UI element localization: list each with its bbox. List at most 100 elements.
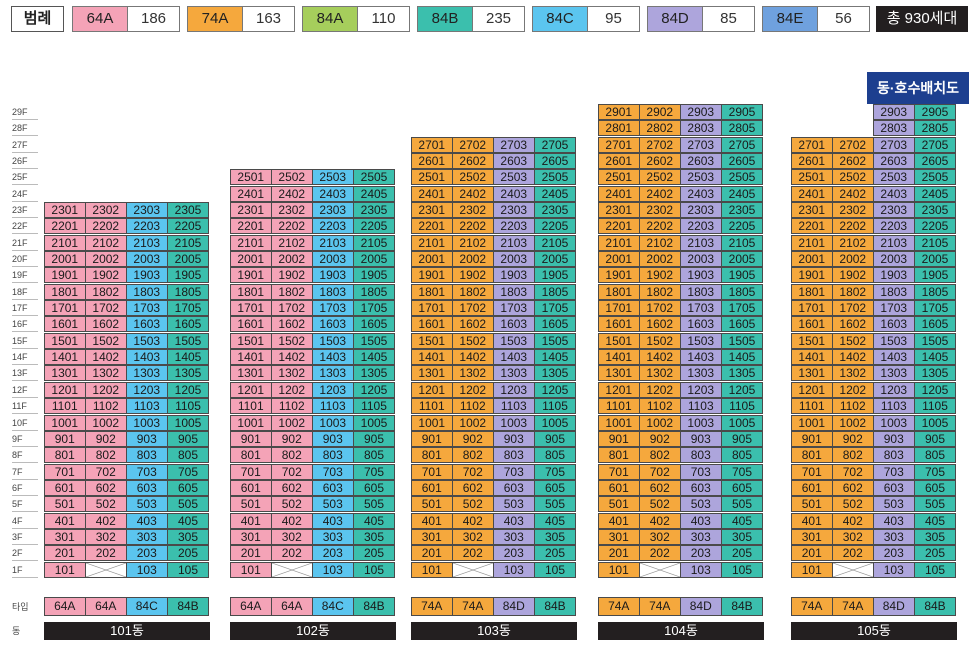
- unit-cell[interactable]: 1601: [411, 316, 453, 333]
- unit-cell[interactable]: 2603: [873, 152, 915, 169]
- unit-cell[interactable]: 2201: [598, 218, 640, 235]
- unit-blank[interactable]: [85, 561, 127, 578]
- unit-cell[interactable]: 201: [598, 545, 640, 562]
- unit-cell[interactable]: 1503: [493, 332, 535, 349]
- unit-cell[interactable]: 1401: [230, 349, 272, 366]
- unit-cell[interactable]: 505: [534, 496, 576, 513]
- unit-cell[interactable]: 103: [312, 561, 354, 578]
- unit-cell[interactable]: 2102: [832, 234, 874, 251]
- unit-cell[interactable]: 203: [873, 545, 915, 562]
- unit-cell[interactable]: 605: [914, 479, 956, 496]
- unit-cell[interactable]: 2301: [44, 201, 86, 218]
- unit-cell[interactable]: 1703: [680, 300, 722, 317]
- unit-cell[interactable]: 402: [639, 512, 681, 529]
- unit-cell[interactable]: 205: [353, 545, 395, 562]
- unit-cell[interactable]: 202: [271, 545, 313, 562]
- unit-cell[interactable]: 1102: [271, 398, 313, 415]
- unit-cell[interactable]: 2702: [452, 136, 494, 153]
- unit-cell[interactable]: 1901: [411, 267, 453, 284]
- unit-cell[interactable]: 2803: [680, 120, 722, 137]
- unit-cell[interactable]: 803: [873, 447, 915, 464]
- unit-cell[interactable]: 1701: [598, 300, 640, 317]
- unit-cell[interactable]: 702: [452, 463, 494, 480]
- unit-cell[interactable]: 305: [721, 528, 763, 545]
- unit-cell[interactable]: 603: [873, 479, 915, 496]
- unit-cell[interactable]: 2402: [452, 185, 494, 202]
- unit-cell[interactable]: 1403: [493, 349, 535, 366]
- unit-cell[interactable]: 901: [230, 430, 272, 447]
- unit-cell[interactable]: 302: [639, 528, 681, 545]
- unit-cell[interactable]: 2101: [598, 234, 640, 251]
- unit-cell[interactable]: 1801: [791, 283, 833, 300]
- unit-cell[interactable]: 2405: [721, 185, 763, 202]
- unit-cell[interactable]: 2401: [598, 185, 640, 202]
- unit-cell[interactable]: 502: [271, 496, 313, 513]
- unit-cell[interactable]: 2201: [44, 218, 86, 235]
- unit-cell[interactable]: 1503: [680, 332, 722, 349]
- unit-cell[interactable]: 902: [85, 430, 127, 447]
- unit-cell[interactable]: 1605: [534, 316, 576, 333]
- unit-cell[interactable]: 803: [680, 447, 722, 464]
- unit-cell[interactable]: 205: [721, 545, 763, 562]
- unit-cell[interactable]: 2001: [230, 251, 272, 267]
- unit-cell[interactable]: 1303: [126, 365, 168, 382]
- unit-cell[interactable]: 2402: [639, 185, 681, 202]
- unit-cell[interactable]: 2203: [873, 218, 915, 235]
- unit-cell[interactable]: 1903: [126, 267, 168, 284]
- unit-cell[interactable]: 2503: [873, 169, 915, 186]
- unit-cell[interactable]: 1001: [230, 414, 272, 431]
- unit-cell[interactable]: 501: [230, 496, 272, 513]
- unit-cell[interactable]: 505: [167, 496, 209, 513]
- unit-cell[interactable]: 2503: [493, 169, 535, 186]
- unit-cell[interactable]: 1903: [680, 267, 722, 284]
- unit-cell[interactable]: 2705: [721, 136, 763, 153]
- unit-cell[interactable]: 1805: [721, 283, 763, 300]
- unit-cell[interactable]: 2605: [534, 152, 576, 169]
- unit-cell[interactable]: 1405: [167, 349, 209, 366]
- unit-cell[interactable]: 602: [452, 479, 494, 496]
- unit-cell[interactable]: 1003: [680, 414, 722, 431]
- unit-cell[interactable]: 705: [914, 463, 956, 480]
- unit-cell[interactable]: 501: [411, 496, 453, 513]
- unit-cell[interactable]: 1101: [44, 398, 86, 415]
- unit-cell[interactable]: 301: [44, 528, 86, 545]
- unit-cell[interactable]: 2103: [873, 234, 915, 251]
- unit-cell[interactable]: 1203: [873, 381, 915, 398]
- unit-cell[interactable]: 2901: [598, 103, 640, 120]
- unit-cell[interactable]: 603: [680, 479, 722, 496]
- unit-cell[interactable]: 2101: [44, 234, 86, 251]
- unit-cell[interactable]: 2201: [411, 218, 453, 235]
- unit-cell[interactable]: 505: [914, 496, 956, 513]
- unit-cell[interactable]: 1402: [639, 349, 681, 366]
- unit-cell[interactable]: 2501: [598, 169, 640, 186]
- unit-cell[interactable]: 702: [832, 463, 874, 480]
- unit-cell[interactable]: 201: [411, 545, 453, 562]
- unit-cell[interactable]: 2201: [230, 218, 272, 235]
- unit-cell[interactable]: 2402: [271, 185, 313, 202]
- unit-cell[interactable]: 1705: [721, 300, 763, 317]
- unit-cell[interactable]: 1802: [271, 283, 313, 300]
- unit-cell[interactable]: 402: [271, 512, 313, 529]
- unit-cell[interactable]: 2602: [832, 152, 874, 169]
- unit-cell[interactable]: 2003: [873, 251, 915, 267]
- unit-cell[interactable]: 1202: [832, 381, 874, 398]
- unit-cell[interactable]: 1705: [353, 300, 395, 317]
- unit-cell[interactable]: 202: [452, 545, 494, 562]
- unit-cell[interactable]: 801: [44, 447, 86, 464]
- unit-cell[interactable]: 703: [873, 463, 915, 480]
- unit-cell[interactable]: 1003: [873, 414, 915, 431]
- unit-cell[interactable]: 2102: [639, 234, 681, 251]
- unit-cell[interactable]: 905: [353, 430, 395, 447]
- unit-cell[interactable]: 2002: [452, 251, 494, 267]
- unit-cell[interactable]: 2603: [493, 152, 535, 169]
- unit-cell[interactable]: 2403: [873, 185, 915, 202]
- unit-cell[interactable]: 201: [230, 545, 272, 562]
- unit-cell[interactable]: 1103: [680, 398, 722, 415]
- unit-cell[interactable]: 1001: [411, 414, 453, 431]
- unit-cell[interactable]: 1202: [452, 381, 494, 398]
- unit-cell[interactable]: 903: [126, 430, 168, 447]
- unit-cell[interactable]: 2203: [126, 218, 168, 235]
- unit-cell[interactable]: 902: [452, 430, 494, 447]
- unit-cell[interactable]: 603: [312, 479, 354, 496]
- unit-cell[interactable]: 1903: [493, 267, 535, 284]
